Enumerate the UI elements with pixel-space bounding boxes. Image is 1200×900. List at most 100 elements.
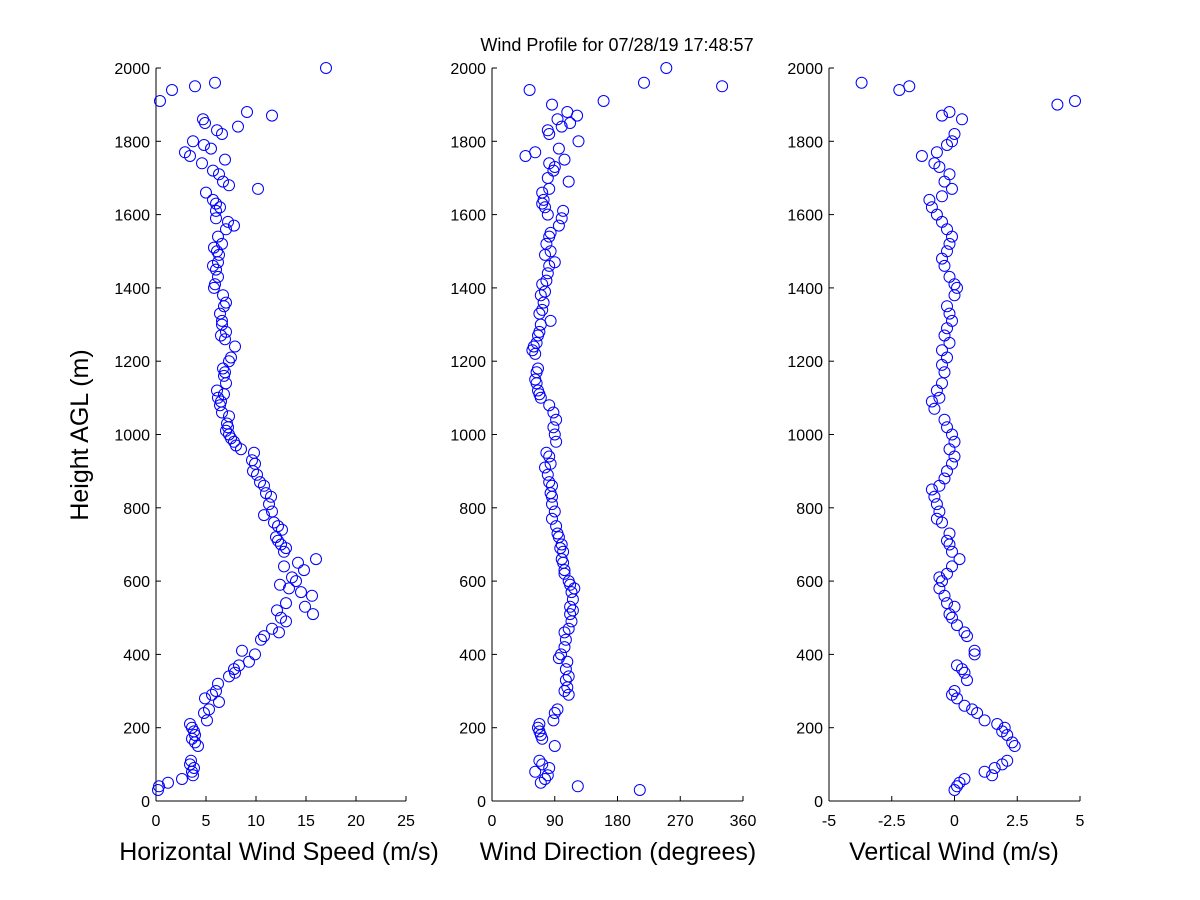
- data-point: [532, 384, 544, 397]
- data-point: [928, 490, 941, 503]
- y-tick-label: 0: [477, 794, 486, 811]
- data-point: [252, 182, 264, 195]
- data-point: [566, 593, 579, 606]
- data-point: [540, 274, 553, 287]
- y-tick-label: 200: [123, 721, 150, 738]
- x-axis-label: Vertical Wind (m/s): [849, 838, 1059, 866]
- data-point: [529, 765, 542, 778]
- data-point: [941, 421, 953, 434]
- data-point: [533, 718, 546, 730]
- y-tick-label: 1800: [787, 134, 823, 151]
- y-axis-label: Height AGL (m): [66, 349, 94, 520]
- y-tick-label: 200: [459, 721, 486, 738]
- data-point: [978, 714, 991, 727]
- data-point: [537, 193, 550, 206]
- data-point: [928, 402, 941, 415]
- data-point: [930, 512, 943, 525]
- x-axis-label: Horizontal Wind Speed (m/s): [119, 838, 439, 866]
- data-point: [946, 560, 958, 573]
- data-point: [951, 619, 963, 632]
- data-point: [559, 663, 572, 676]
- data-point: [555, 120, 568, 133]
- data-point: [255, 633, 267, 646]
- data-point: [941, 351, 953, 364]
- data-point: [210, 263, 222, 276]
- data-point: [214, 399, 226, 412]
- data-point: [540, 237, 553, 250]
- data-point: [958, 626, 971, 639]
- data-point: [263, 498, 275, 511]
- data-point: [565, 586, 578, 599]
- data-point: [266, 622, 278, 635]
- data-point: [986, 769, 999, 782]
- y-tick-label: 600: [123, 574, 150, 591]
- data-point: [211, 384, 223, 397]
- data-point: [272, 520, 284, 533]
- data-point: [258, 509, 270, 522]
- data-point: [198, 139, 210, 151]
- data-point: [216, 406, 228, 419]
- y-tick-label: 1400: [114, 281, 150, 298]
- data-point: [552, 142, 565, 155]
- data-point: [552, 219, 565, 232]
- data-point: [564, 600, 577, 613]
- data-point: [988, 762, 1001, 774]
- data-point: [310, 553, 322, 566]
- data-point: [249, 457, 261, 470]
- data-point: [176, 773, 188, 785]
- data-point: [254, 476, 266, 489]
- data-point: [206, 688, 218, 701]
- data-point: [948, 685, 961, 697]
- data-point: [550, 435, 563, 448]
- data-point: [716, 80, 729, 93]
- data-point: [958, 666, 971, 679]
- data-point: [229, 340, 241, 353]
- data-point: [278, 560, 290, 573]
- data-point: [562, 688, 575, 701]
- data-point: [201, 714, 213, 727]
- data-point: [212, 230, 224, 243]
- data-point: [941, 300, 953, 313]
- data-point: [220, 223, 232, 236]
- data-point: [536, 186, 549, 199]
- data-point: [228, 435, 240, 448]
- data-point: [529, 146, 542, 159]
- data-point: [544, 457, 557, 470]
- data-point: [280, 597, 292, 610]
- data-point: [572, 135, 585, 148]
- data-point: [544, 487, 557, 500]
- data-point: [208, 281, 220, 294]
- data-point: [633, 784, 646, 796]
- data-point: [951, 281, 963, 294]
- data-point: [200, 186, 212, 199]
- data-point: [943, 527, 956, 540]
- data-point: [943, 443, 956, 456]
- data-point: [943, 106, 956, 118]
- x-tick-label: 0: [488, 813, 497, 830]
- data-point: [548, 256, 561, 269]
- data-point: [208, 241, 220, 254]
- data-point: [217, 175, 229, 188]
- data-point: [543, 182, 556, 195]
- data-point: [540, 446, 553, 459]
- data-point: [539, 201, 551, 214]
- data-point: [660, 62, 673, 74]
- data-point: [597, 95, 610, 107]
- x-tick-label: 15: [297, 813, 315, 830]
- data-point: [541, 267, 554, 280]
- data-point: [210, 685, 222, 697]
- data-point: [217, 289, 229, 302]
- data-point: [928, 157, 941, 170]
- data-point: [558, 641, 571, 654]
- x-tick-label: 180: [604, 813, 631, 830]
- data-point: [154, 95, 166, 107]
- y-tick-label: 1600: [787, 208, 823, 225]
- data-point: [936, 215, 948, 228]
- data-point: [564, 117, 577, 129]
- y-tick-label: 200: [796, 721, 823, 738]
- data-point: [936, 358, 948, 371]
- data-point: [215, 395, 227, 408]
- y-tick-label: 600: [796, 574, 823, 591]
- data-point: [212, 677, 224, 690]
- data-point: [948, 600, 961, 613]
